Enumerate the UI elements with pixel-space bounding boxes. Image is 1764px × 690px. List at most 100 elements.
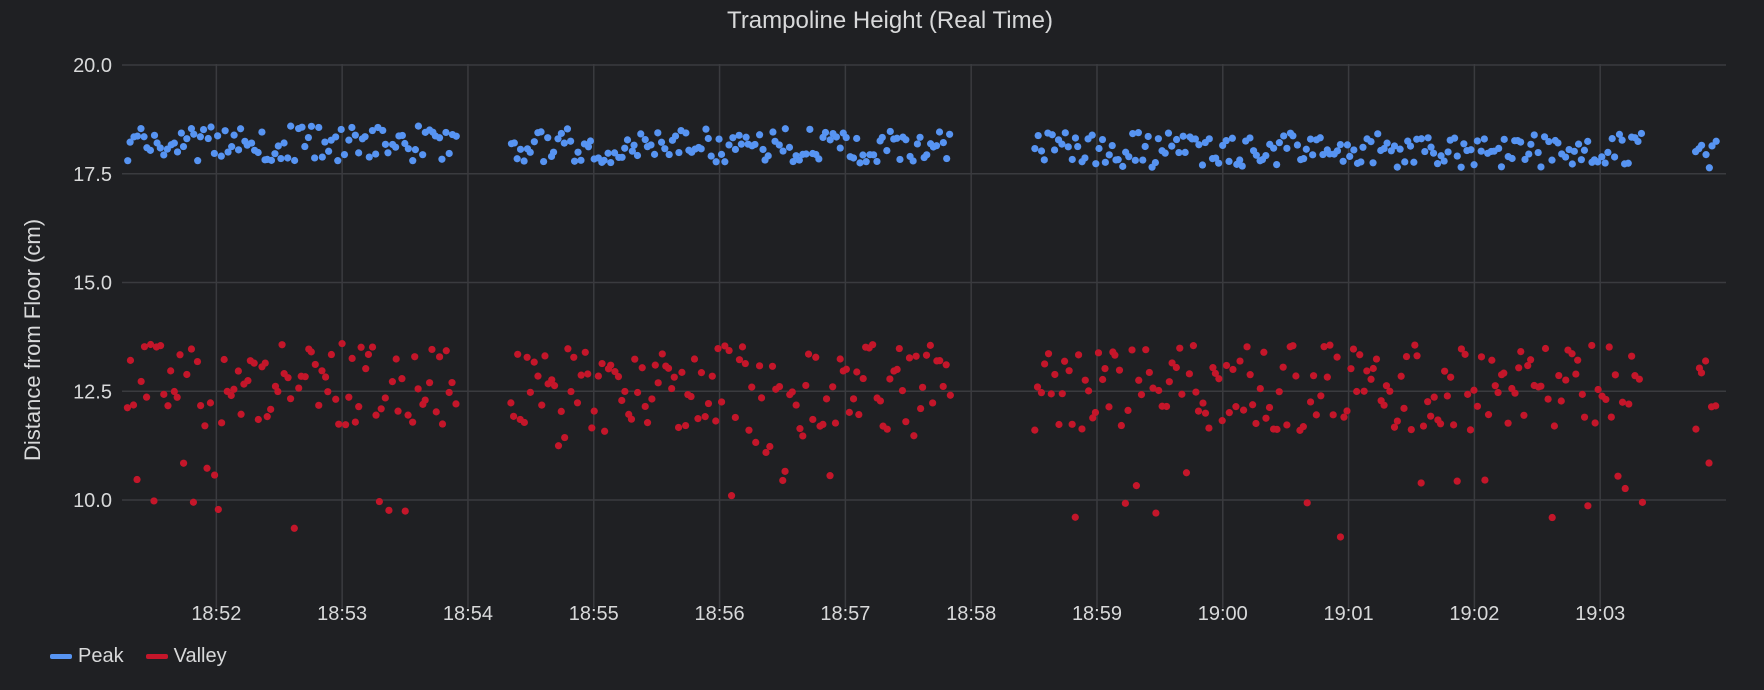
valley-point [1239,406,1248,414]
peak-point [1383,139,1391,147]
peak-point [661,145,669,153]
peak-point [1141,142,1149,151]
peak-point [321,138,329,146]
peak-point [311,154,319,162]
peak-point [902,136,910,144]
valley-point [926,341,934,349]
peak-point [654,129,662,137]
valley-point [1260,348,1268,356]
peak-point [194,157,202,165]
valley-point [214,505,222,514]
peak-swatch-icon [50,654,72,659]
valley-point [421,396,429,404]
peak-point [1225,157,1233,166]
valley-point [244,377,252,385]
valley-point [1574,356,1582,364]
valley-point [1602,395,1610,404]
peak-point [1534,148,1542,157]
peak-point [584,143,593,151]
peak-point [1374,130,1382,138]
valley-point [315,401,323,409]
peak-point [563,125,572,133]
peak-point [173,148,182,156]
valley-point [1201,409,1210,417]
valley-point [1262,414,1270,422]
valley-point [362,365,370,373]
peak-point [557,129,565,138]
valley-point [1101,365,1109,373]
valley-point [1182,469,1191,477]
valley-point [1081,376,1089,384]
valley-point [564,345,572,353]
valley-point [721,342,729,350]
peak-point [1634,137,1642,146]
valley-point [1494,388,1502,397]
peak-point [137,125,145,133]
valley-point [1562,376,1570,384]
valley-point [804,350,813,358]
valley-point [601,427,609,435]
valley-point [1628,352,1636,360]
peak-point [1357,158,1365,166]
peak-point [946,130,954,138]
valley-point [1194,407,1203,415]
valley-point [802,381,810,390]
valley-point [1400,404,1408,412]
valley-point [1225,409,1233,417]
peak-point [170,139,178,147]
peak-point [1390,142,1399,150]
valley-point [1692,425,1700,433]
peak-point [254,148,262,157]
valley-point [1078,425,1086,433]
peak-point [516,145,525,153]
valley-point [377,405,385,413]
peak-point [1517,138,1525,146]
valley-point [682,421,690,430]
peak-point [1095,144,1103,153]
valley-point [1178,390,1186,398]
valley-point [230,385,238,393]
valley-point [1367,375,1375,383]
valley-point [1411,341,1419,349]
valley-point [590,407,598,415]
legend-item-valley[interactable]: Valley [145,645,227,668]
peak-point [1293,141,1302,149]
valley-point [1299,423,1307,431]
valley-point [530,358,538,366]
peak-point [510,139,518,147]
peak-point [1205,135,1213,143]
valley-point [1192,388,1200,396]
legend-item-peak[interactable]: Peak [50,645,124,668]
valley-point [550,382,559,390]
peak-point [301,142,309,151]
valley-point [654,379,662,387]
peak-point [775,141,783,149]
peak-point [849,154,858,162]
peak-point [607,158,615,167]
x-tick-label: 19:02 [1449,603,1499,625]
valley-point [855,410,863,419]
peak-point [274,142,282,150]
valley-point [189,498,198,506]
valley-point [1041,360,1049,368]
peak-point [600,156,608,164]
valley-point [351,418,359,426]
peak-point [1050,146,1059,154]
valley-point [311,360,319,369]
valley-point [1246,371,1254,379]
peak-point [384,149,392,157]
valley-point [1353,387,1361,396]
valley-point [831,419,840,427]
valley-point [697,369,706,377]
peak-point [1359,143,1367,151]
valley-point [1243,343,1251,351]
valley-point [554,442,563,450]
peak-point [795,156,803,164]
valley-point [1363,367,1371,375]
peak-point [1433,160,1442,168]
peak-point [513,155,521,163]
peak-point [217,152,225,160]
peak-point [544,134,552,142]
valley-point [598,359,606,368]
